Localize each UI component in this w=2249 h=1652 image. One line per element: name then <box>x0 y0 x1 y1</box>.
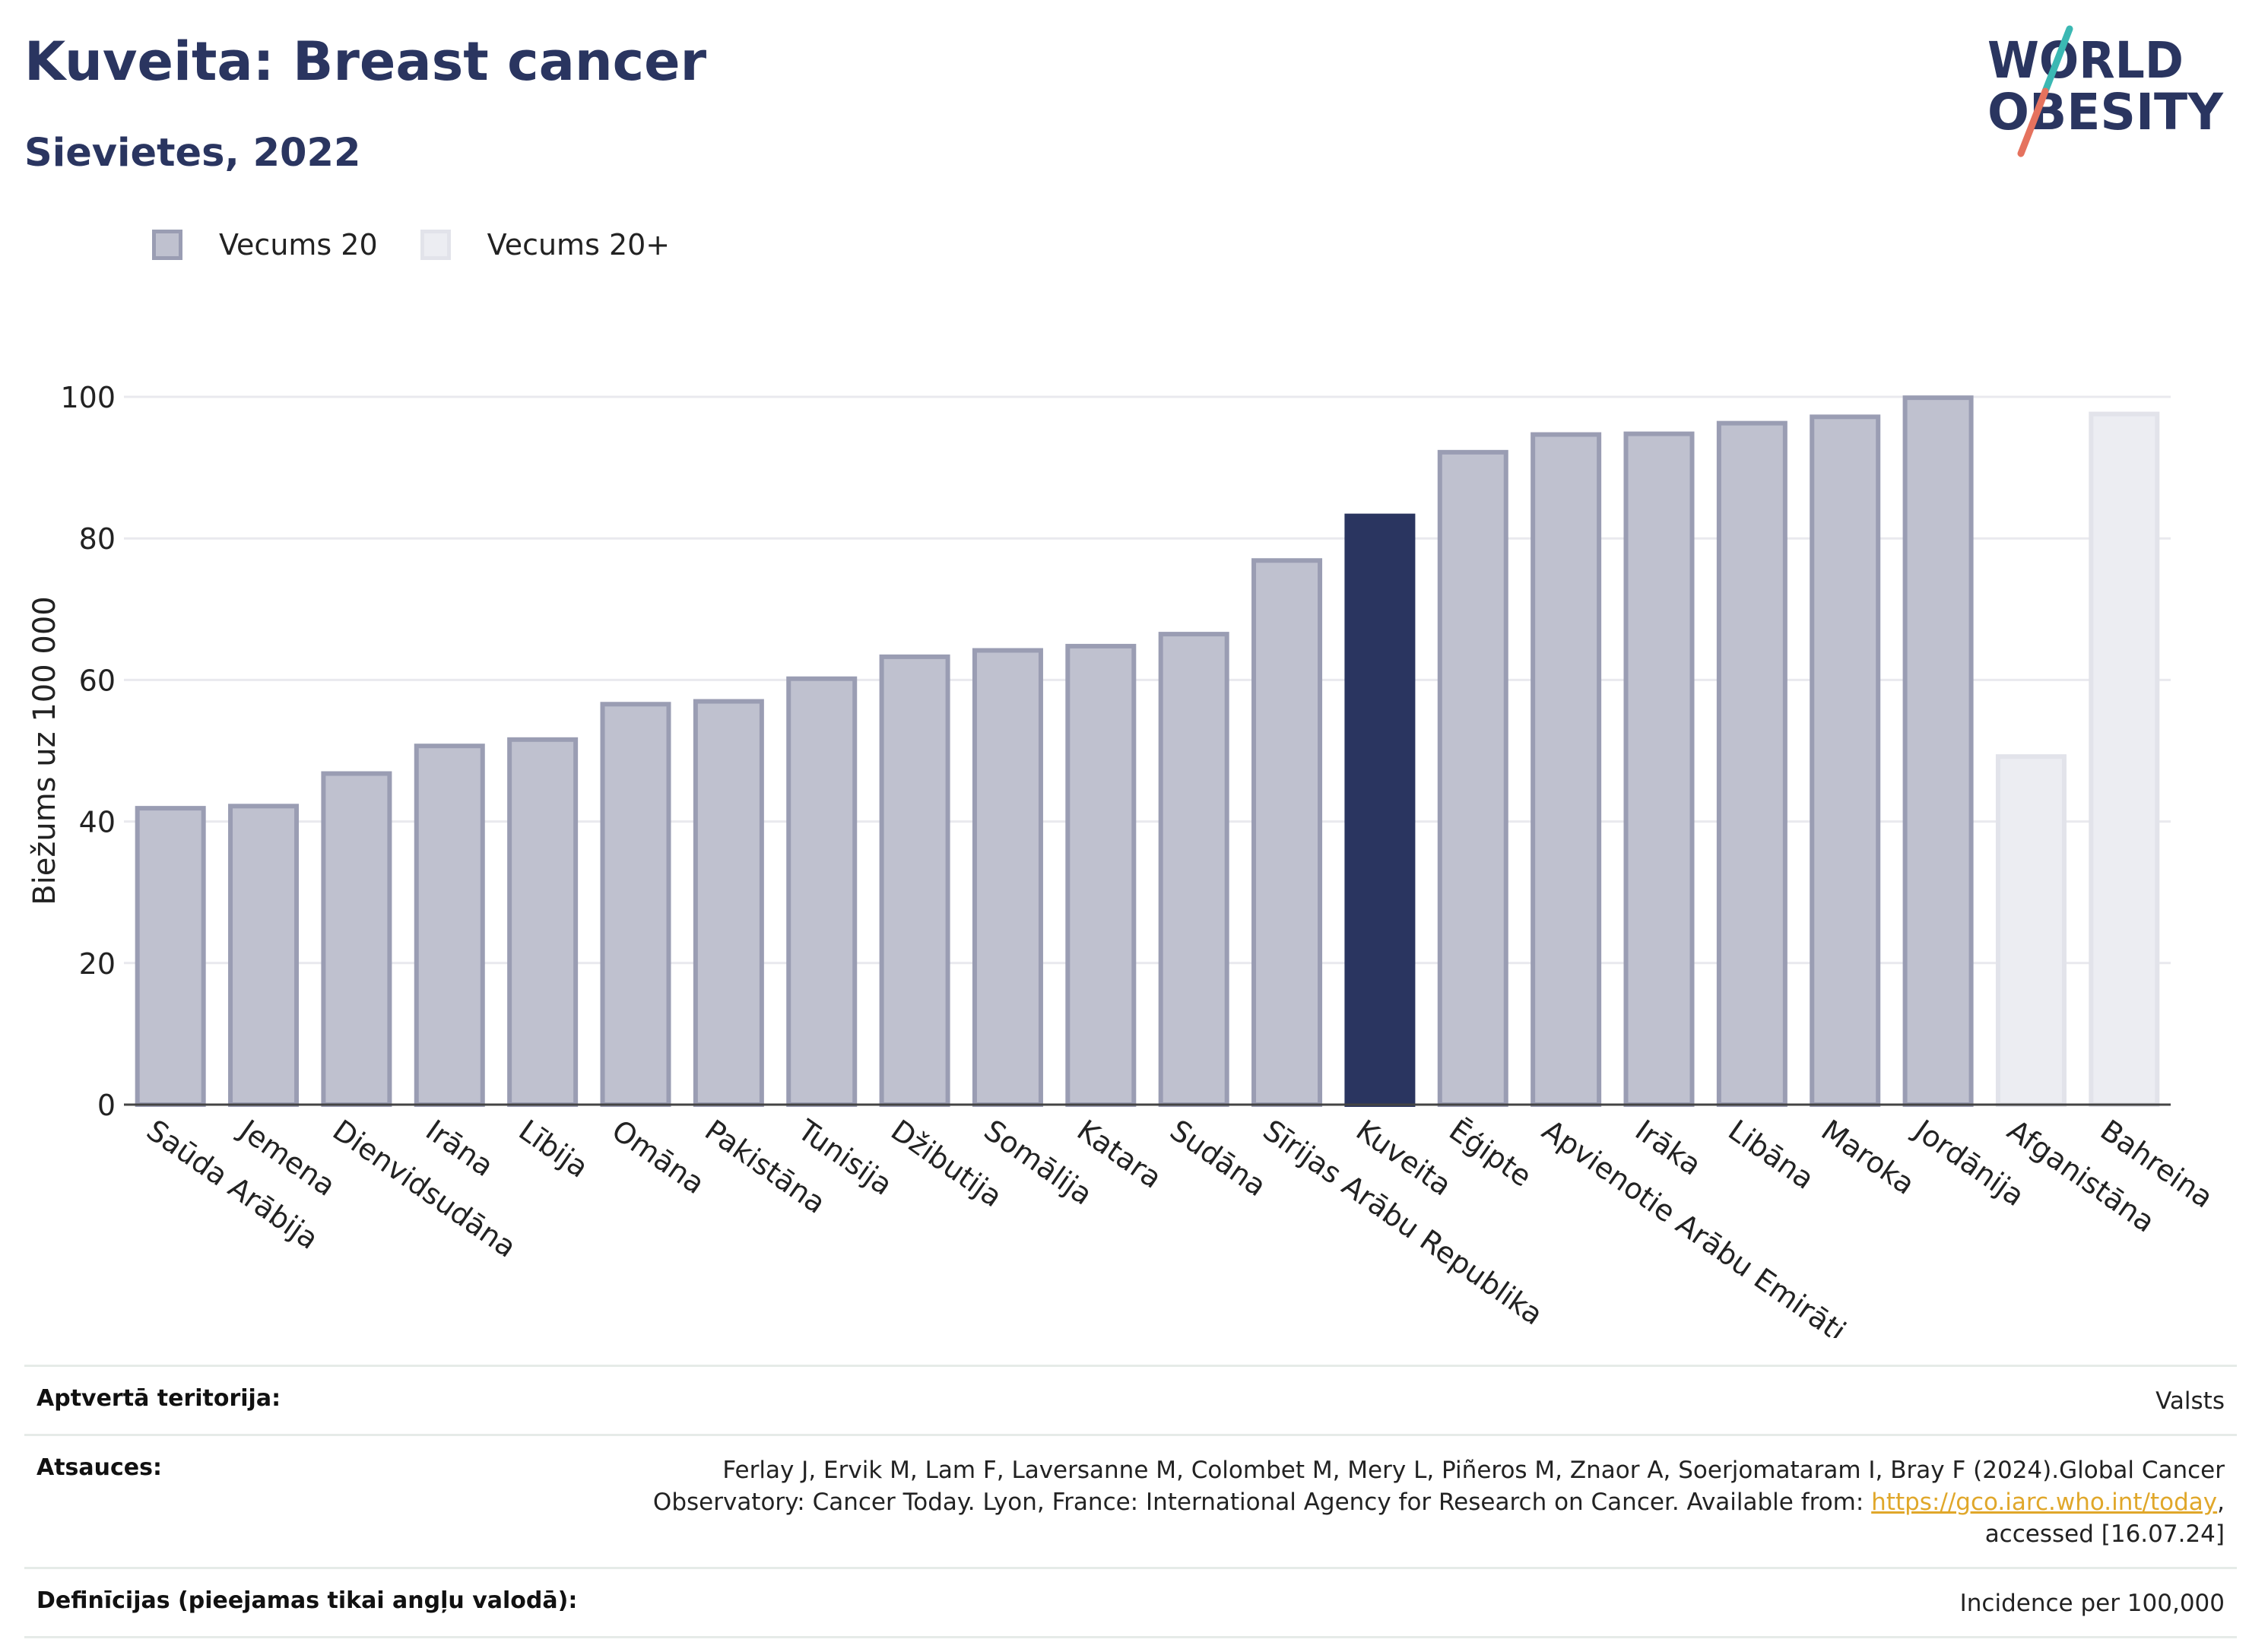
bar[interactable] <box>1065 643 1137 1107</box>
footer-info-table: Aptvertā teritorija: Valsts Atsauces: Fe… <box>24 1365 2237 1638</box>
legend-swatch <box>152 230 182 260</box>
bar-layer <box>135 395 2160 1108</box>
bar[interactable] <box>1531 432 1602 1107</box>
logo-slash-top <box>2041 25 2073 95</box>
y-axis-title: Biežums uz 100 000 <box>27 596 62 905</box>
page-title: Kuveita: Breast cancer <box>24 30 707 93</box>
y-tick-label: 40 <box>79 806 116 839</box>
x-tick-label: Omāna <box>606 1113 711 1200</box>
reference-link[interactable]: https://gco.iarc.who.int/today <box>1871 1489 2218 1516</box>
legend: Vecums 20 Vecums 20+ <box>152 228 712 262</box>
bar[interactable] <box>2089 411 2160 1107</box>
bar[interactable] <box>1716 420 1787 1107</box>
x-tick-label: Maroka <box>1816 1113 1921 1201</box>
bar[interactable] <box>1437 449 1508 1107</box>
bar[interactable] <box>972 648 1043 1107</box>
bar[interactable] <box>321 771 392 1108</box>
bar[interactable] <box>786 676 858 1107</box>
footer-value: Ferlay J, Ervik M, Lam F, Laversanne M, … <box>590 1454 2225 1550</box>
bar[interactable] <box>507 737 579 1107</box>
footer-value: Incidence per 100,000 <box>1959 1590 2225 1617</box>
bar[interactable] <box>1995 754 2067 1108</box>
bar[interactable] <box>600 702 671 1107</box>
logo-line1: WORLD <box>1987 31 2184 90</box>
logo-slash-bottom <box>2017 87 2049 157</box>
legend-swatch <box>420 230 451 260</box>
bar[interactable] <box>135 806 206 1108</box>
bar[interactable] <box>1158 632 1229 1107</box>
legend-item-vecums-20-plus[interactable]: Vecums 20+ <box>420 228 671 262</box>
x-tick-label: Irāka <box>1629 1113 1708 1181</box>
bar[interactable] <box>228 804 300 1107</box>
legend-item-vecums-20[interactable]: Vecums 20 <box>152 228 378 262</box>
legend-label: Vecums 20 <box>219 228 378 262</box>
footer-label: Aptvertā teritorija: <box>36 1385 281 1412</box>
x-tick-label: Libāna <box>1722 1113 1820 1196</box>
bar[interactable] <box>693 699 764 1107</box>
bar[interactable] <box>1902 395 1974 1107</box>
footer-value: Valsts <box>2155 1387 2225 1415</box>
bar[interactable] <box>1810 414 1881 1107</box>
page-subtitle: Sievietes, 2022 <box>24 131 361 176</box>
reference-text: Ferlay J, Ervik M, Lam F, Laversanne M, … <box>652 1457 2225 1516</box>
bar[interactable] <box>879 654 950 1107</box>
y-tick-label: 0 <box>97 1089 116 1122</box>
x-tick-label: Lībija <box>512 1113 594 1184</box>
footer-row-definitions: Definīcijas (pieejamas tikai angļu valod… <box>24 1567 2237 1638</box>
bar[interactable] <box>1251 558 1323 1107</box>
y-tick-label: 60 <box>79 664 116 697</box>
bar[interactable] <box>414 744 485 1107</box>
footer-row-references: Atsauces: Ferlay J, Ervik M, Lam F, Lave… <box>24 1434 2237 1567</box>
bar[interactable] <box>1344 513 1416 1107</box>
bar[interactable] <box>1623 431 1695 1107</box>
footer-label: Atsauces: <box>36 1454 162 1481</box>
footer-row-territory: Aptvertā teritorija: Valsts <box>24 1365 2237 1434</box>
x-tick-label: Ēģipte <box>1443 1113 1537 1193</box>
x-tick-label: Sudāna <box>1164 1113 1272 1203</box>
world-obesity-logo: WORLD OBESITY <box>1987 25 2224 157</box>
legend-label: Vecums 20+ <box>487 228 671 262</box>
y-tick-label: 80 <box>79 522 116 556</box>
y-tick-label: 100 <box>60 381 116 414</box>
y-tick-label: 20 <box>79 947 116 981</box>
footer-label: Definīcijas (pieejamas tikai angļu valod… <box>36 1587 578 1614</box>
reference-text-end: , accessed [16.07.24] <box>1984 1489 2225 1548</box>
